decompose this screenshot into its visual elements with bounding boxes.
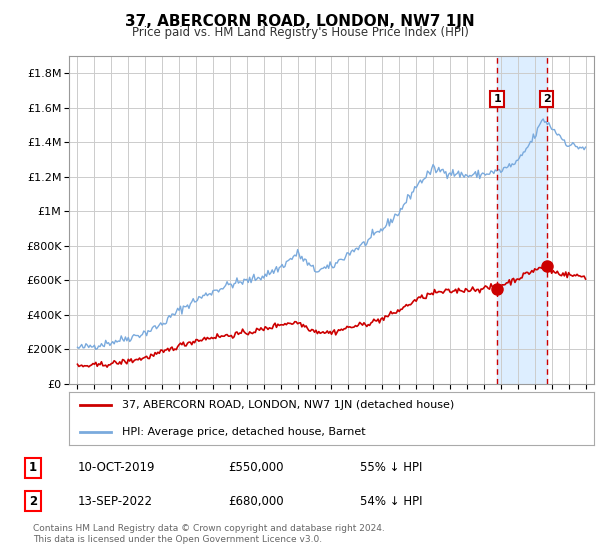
Text: 10-OCT-2019: 10-OCT-2019 bbox=[78, 461, 155, 474]
Text: £550,000: £550,000 bbox=[228, 461, 284, 474]
Text: 37, ABERCORN ROAD, LONDON, NW7 1JN (detached house): 37, ABERCORN ROAD, LONDON, NW7 1JN (deta… bbox=[121, 400, 454, 410]
Text: 1: 1 bbox=[29, 461, 37, 474]
Text: 1: 1 bbox=[493, 94, 501, 104]
Text: HPI: Average price, detached house, Barnet: HPI: Average price, detached house, Barn… bbox=[121, 427, 365, 437]
Text: 55% ↓ HPI: 55% ↓ HPI bbox=[360, 461, 422, 474]
Text: 37, ABERCORN ROAD, LONDON, NW7 1JN: 37, ABERCORN ROAD, LONDON, NW7 1JN bbox=[125, 14, 475, 29]
Bar bbox=[497, 56, 547, 384]
Text: Contains HM Land Registry data © Crown copyright and database right 2024.
This d: Contains HM Land Registry data © Crown c… bbox=[33, 524, 385, 544]
Text: Price paid vs. HM Land Registry's House Price Index (HPI): Price paid vs. HM Land Registry's House … bbox=[131, 26, 469, 39]
Text: 2: 2 bbox=[29, 494, 37, 508]
Text: 54% ↓ HPI: 54% ↓ HPI bbox=[360, 494, 422, 508]
Text: £680,000: £680,000 bbox=[228, 494, 284, 508]
Text: 2: 2 bbox=[543, 94, 551, 104]
Text: 13-SEP-2022: 13-SEP-2022 bbox=[78, 494, 153, 508]
